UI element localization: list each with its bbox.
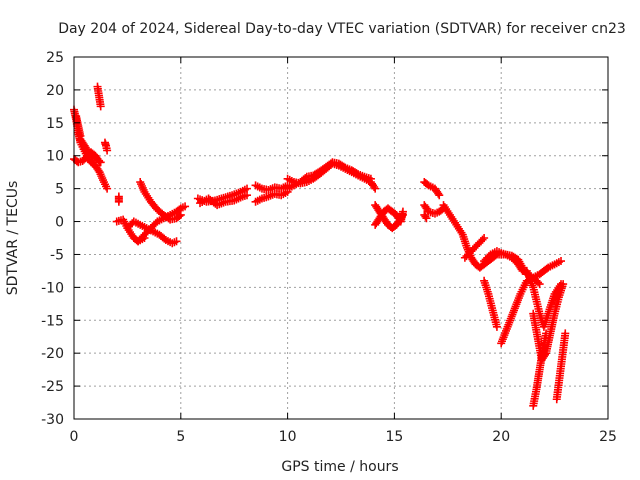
data-point <box>103 184 112 193</box>
data-point <box>557 257 566 266</box>
series-t19 <box>371 204 407 229</box>
data-point <box>76 131 85 140</box>
series-t24 <box>460 234 489 262</box>
series-t4 <box>72 112 85 140</box>
series-t17 <box>283 158 375 193</box>
series-t3 <box>76 135 105 167</box>
y-axis-label: SDTVAR / TECUs <box>5 181 21 296</box>
series-t31 <box>552 329 570 404</box>
series-t11 <box>134 202 190 246</box>
data-point <box>366 174 375 183</box>
x-axis-label: GPS time / hours <box>281 459 398 475</box>
y-tick-label: 20 <box>46 83 64 99</box>
data-point <box>492 322 501 331</box>
data-point <box>114 192 123 201</box>
series-t30 <box>529 329 551 410</box>
series-t26 <box>480 276 501 331</box>
x-tick-label: 15 <box>385 429 403 445</box>
y-tick-label: 25 <box>46 50 64 66</box>
data-point <box>96 102 105 111</box>
data-point <box>559 280 568 289</box>
y-tick-label: 15 <box>46 116 64 132</box>
series-t15 <box>251 187 292 206</box>
y-tick-label: -20 <box>41 346 64 362</box>
data-point <box>181 202 190 211</box>
x-tick-label: 20 <box>492 429 510 445</box>
data-point <box>535 280 544 289</box>
data-point <box>103 146 112 155</box>
data-point <box>243 191 252 200</box>
x-tick-label: 25 <box>599 429 617 445</box>
x-tick-label: 10 <box>279 429 297 445</box>
series-t25 <box>480 247 527 275</box>
data-series <box>70 82 570 410</box>
series-t13 <box>196 191 252 210</box>
y-tick-label: -30 <box>41 412 64 428</box>
axis-ticks: 0 5 10 15 20 25 -30 -25 -20 -15 -10 -5 0 5 10 15 20 25 <box>41 50 617 445</box>
series-t7 <box>114 192 123 206</box>
y-tick-label: 5 <box>55 182 64 198</box>
data-point <box>542 329 551 338</box>
data-point <box>96 158 105 167</box>
data-point <box>398 207 407 216</box>
y-tick-label: -15 <box>41 313 64 329</box>
data-point <box>480 234 489 242</box>
series-t10 <box>136 178 185 224</box>
data-point <box>371 184 380 193</box>
data-point <box>172 237 181 246</box>
data-point <box>176 210 185 219</box>
y-tick-label: -25 <box>41 379 64 395</box>
x-tick-label: 5 <box>176 429 185 445</box>
series-t22 <box>420 210 431 223</box>
data-point <box>561 329 570 338</box>
series-t5 <box>93 82 105 111</box>
data-point <box>243 184 252 193</box>
y-tick-label: 0 <box>55 215 64 231</box>
x-tick-label: 0 <box>70 429 79 445</box>
series-t20 <box>420 178 444 200</box>
grid-lines <box>74 57 608 419</box>
chart-title: Day 204 of 2024, Sidereal Day-to-day VTE… <box>58 21 626 37</box>
data-point <box>422 214 431 223</box>
y-tick-label: 10 <box>46 149 64 165</box>
y-tick-label: -10 <box>41 280 64 296</box>
series-t6 <box>100 138 112 155</box>
data-point <box>435 191 444 200</box>
plot-frame <box>73 56 609 420</box>
y-tick-label: -5 <box>50 247 64 263</box>
